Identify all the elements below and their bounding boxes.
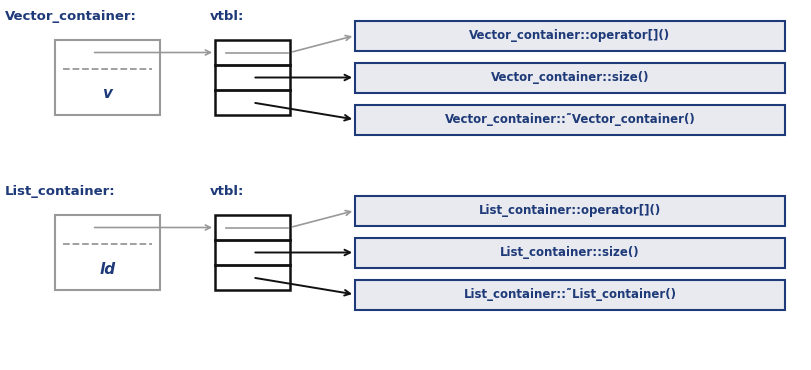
Text: List_container::operator[](): List_container::operator[]() xyxy=(478,204,660,217)
Bar xyxy=(354,195,784,225)
Bar xyxy=(354,104,784,135)
Text: List_container::size(): List_container::size() xyxy=(500,246,639,259)
Bar xyxy=(354,279,784,309)
Text: Vector_container::˜Vector_container(): Vector_container::˜Vector_container() xyxy=(444,113,694,126)
Bar xyxy=(354,20,784,50)
Text: v: v xyxy=(102,87,113,101)
Bar xyxy=(215,40,290,115)
Text: ld: ld xyxy=(99,262,115,276)
Text: List_container::˜List_container(): List_container::˜List_container() xyxy=(463,288,676,301)
Bar xyxy=(215,215,290,290)
Bar xyxy=(55,215,160,290)
Text: vtbl:: vtbl: xyxy=(210,10,244,23)
Text: Vector_container::operator[](): Vector_container::operator[]() xyxy=(469,29,670,42)
Text: Vector_container:: Vector_container: xyxy=(5,10,137,23)
Text: Vector_container::size(): Vector_container::size() xyxy=(490,71,649,84)
Text: List_container:: List_container: xyxy=(5,185,115,198)
Bar xyxy=(354,63,784,92)
Text: vtbl:: vtbl: xyxy=(210,185,244,198)
Bar xyxy=(55,40,160,115)
Bar xyxy=(354,238,784,268)
